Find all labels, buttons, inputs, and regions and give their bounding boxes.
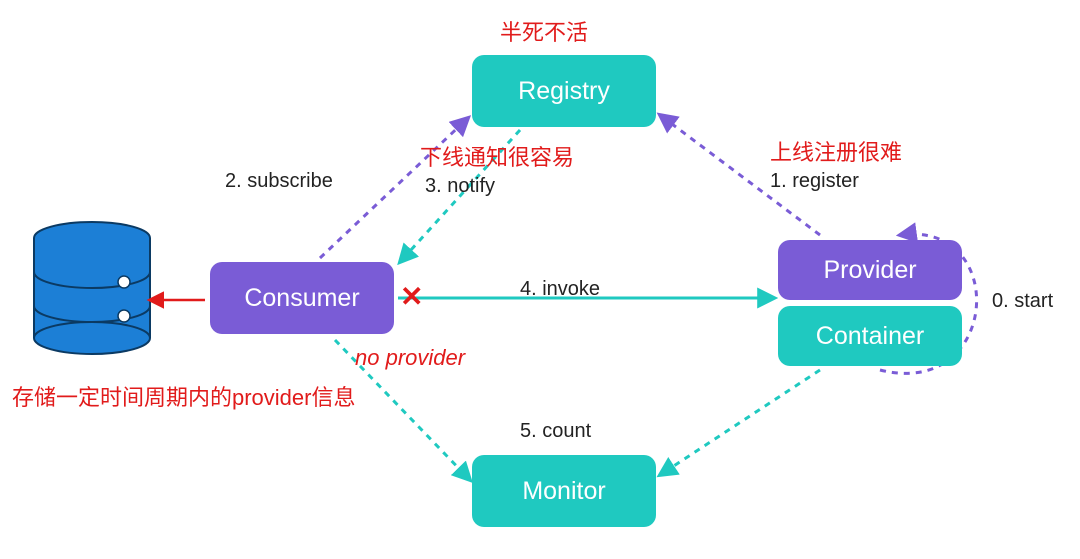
edge-count-r bbox=[660, 370, 820, 475]
node-registry-label: Registry bbox=[518, 77, 610, 106]
node-registry: Registry bbox=[472, 55, 656, 127]
node-monitor-label: Monitor bbox=[522, 477, 605, 506]
node-provider-label: Provider bbox=[823, 256, 916, 285]
node-provider: Provider bbox=[778, 240, 962, 300]
label-subscribe: 2. subscribe bbox=[225, 170, 333, 193]
annotation-left-mid: 下线通知很容易 bbox=[420, 140, 574, 172]
label-start: 0. start bbox=[992, 290, 1053, 313]
node-consumer-label: Consumer bbox=[244, 284, 359, 313]
annotation-right-mid: 上线注册很难 bbox=[770, 135, 902, 167]
label-register: 1. register bbox=[770, 170, 859, 193]
node-monitor: Monitor bbox=[472, 455, 656, 527]
node-container-label: Container bbox=[816, 322, 924, 351]
db-caption: 存储一定时间周期内的provider信息 bbox=[12, 380, 355, 412]
label-invoke: 4. invoke bbox=[520, 278, 600, 301]
annotation-top: 半死不活 bbox=[500, 15, 588, 47]
db-icon bbox=[34, 222, 150, 354]
label-count: 5. count bbox=[520, 420, 591, 443]
annotation-no-provider: no provider bbox=[355, 345, 465, 371]
diagram-stage: Registry Consumer Provider Container Mon… bbox=[0, 0, 1080, 559]
label-notify: 3. notify bbox=[425, 175, 495, 198]
x-mark-icon: ✕ bbox=[400, 280, 423, 313]
node-container: Container bbox=[778, 306, 962, 366]
node-consumer: Consumer bbox=[210, 262, 394, 334]
